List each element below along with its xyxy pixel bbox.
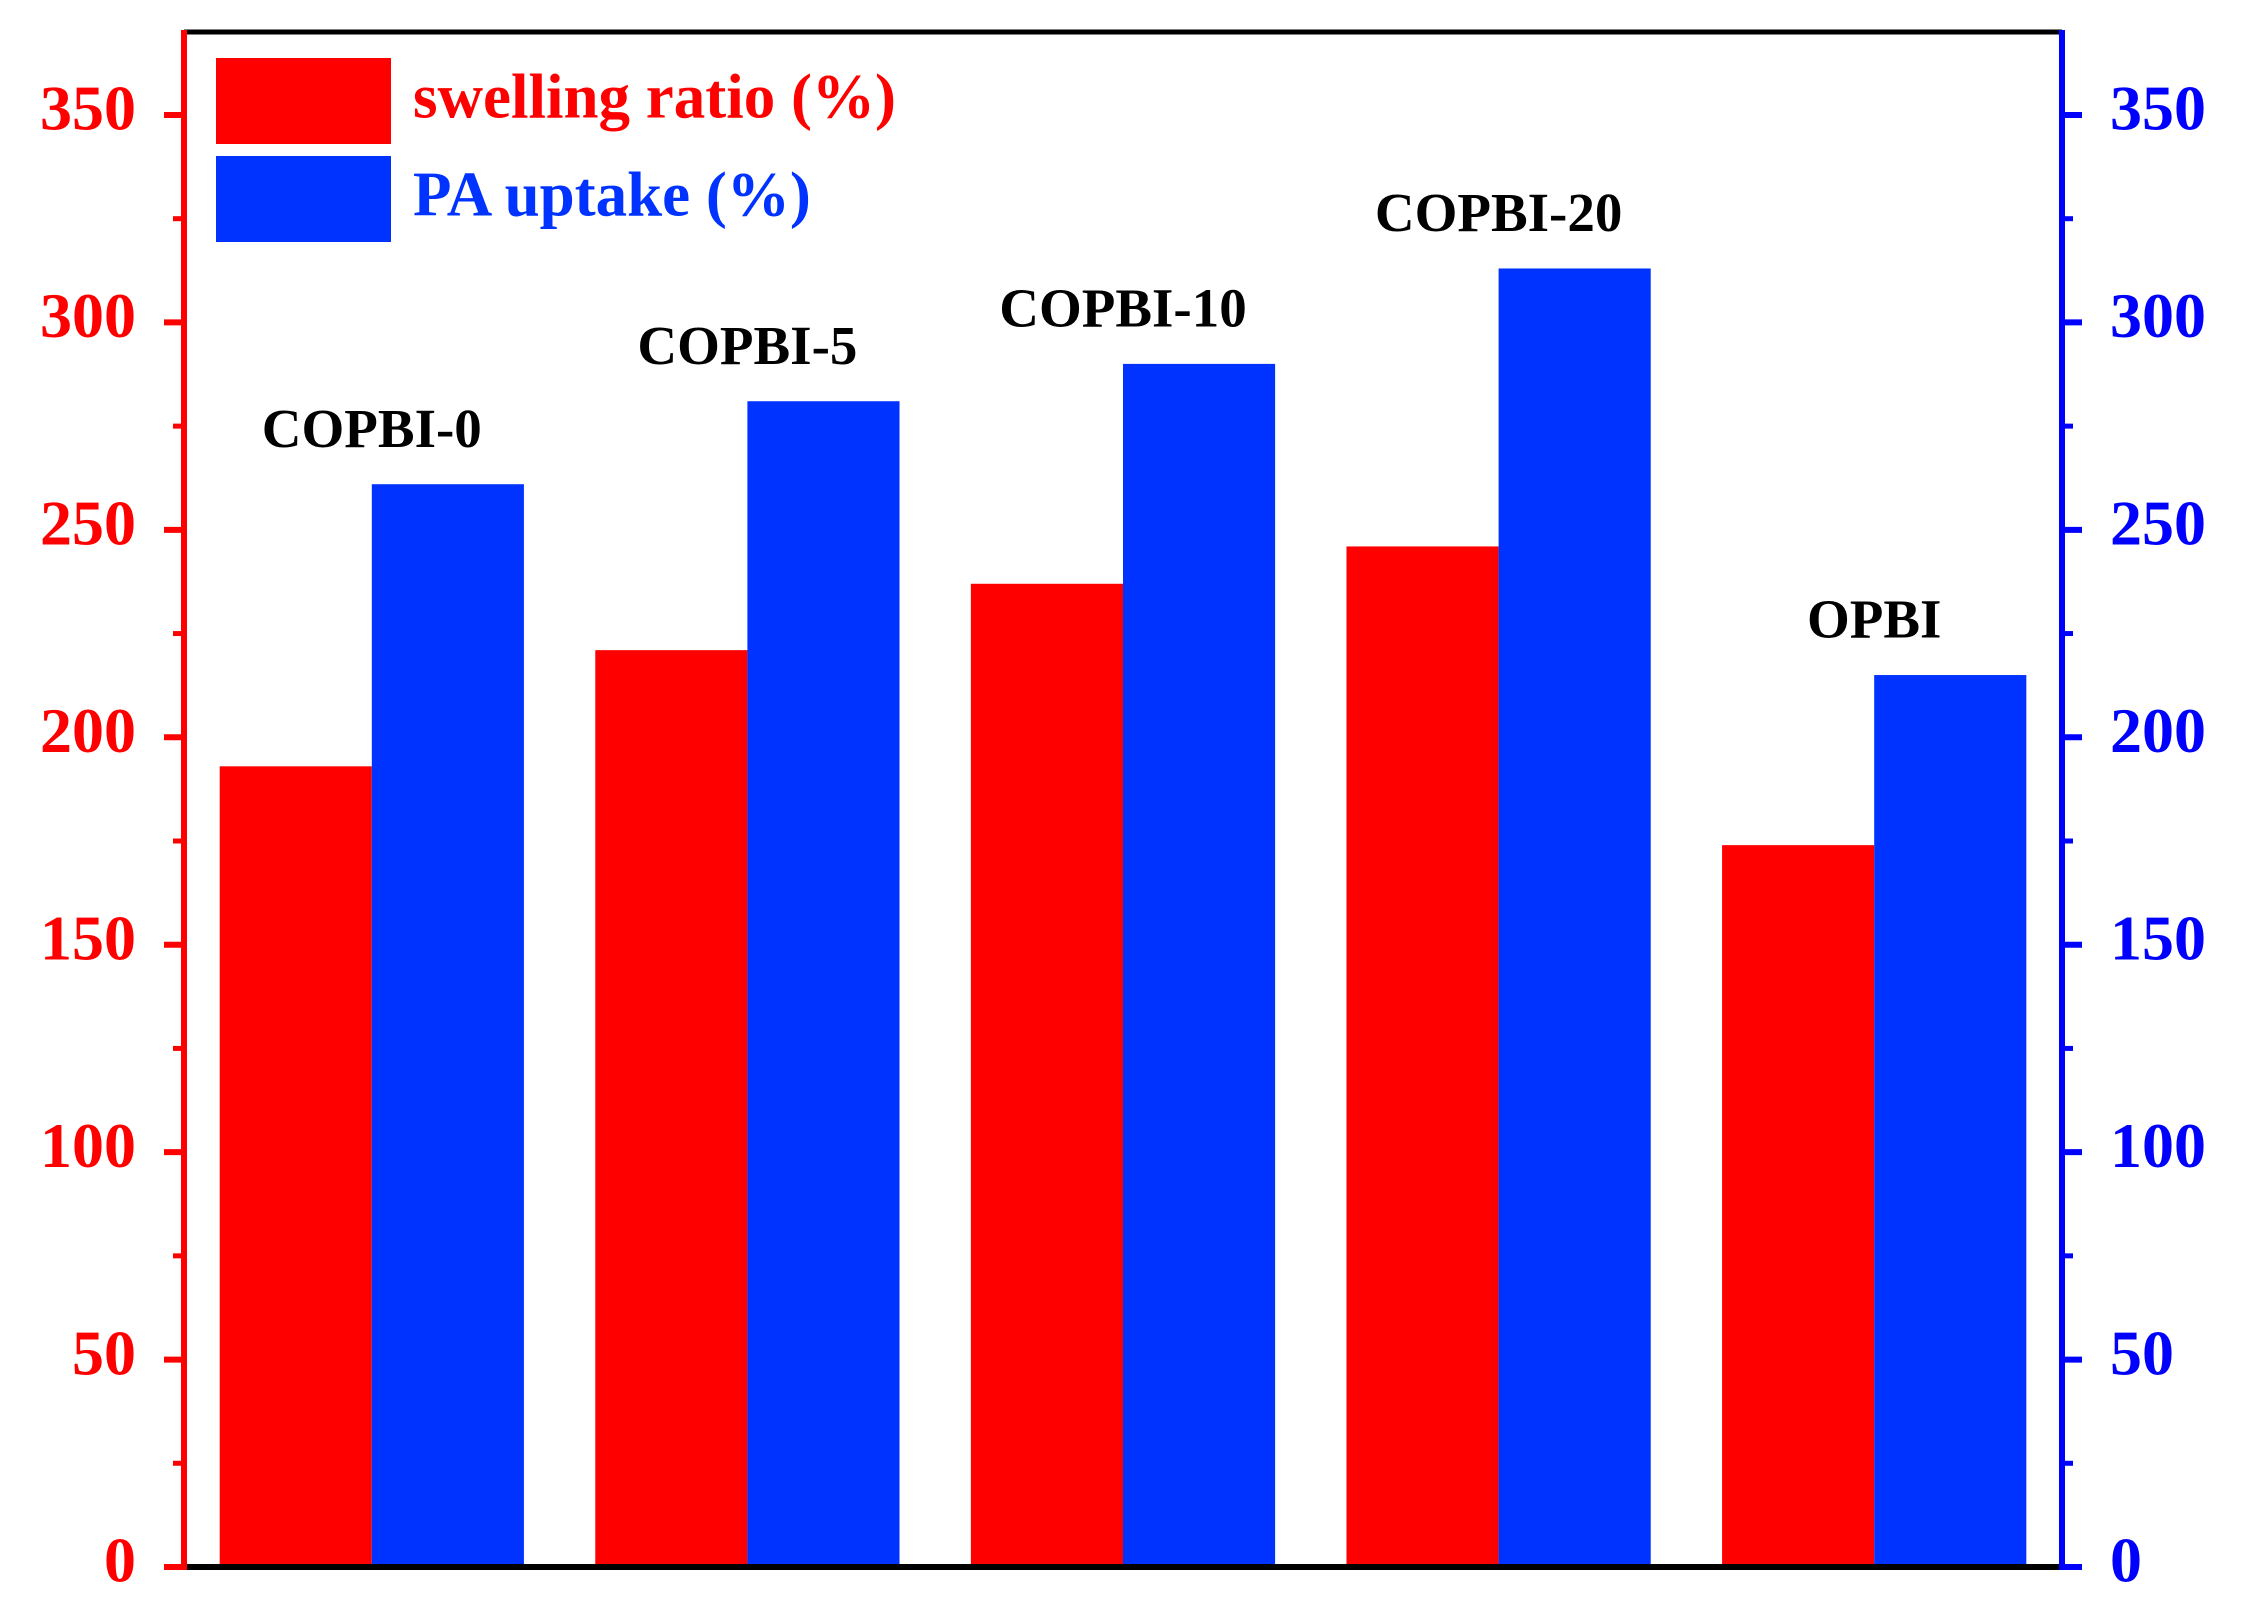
bar — [1498, 268, 1651, 1568]
y-tick-label: 350 — [40, 73, 136, 144]
y2-tick-label: 150 — [2110, 902, 2206, 973]
bar — [219, 766, 372, 1567]
category-label: OPBI — [1807, 589, 1941, 650]
bar — [371, 484, 524, 1568]
y-tick-label: 150 — [40, 902, 136, 973]
category-label: COPBI-10 — [999, 278, 1247, 339]
legend-label: swelling ratio (%) — [413, 61, 896, 131]
bar — [970, 583, 1123, 1567]
category-label: COPBI-5 — [637, 315, 857, 376]
y-tick-label: 0 — [104, 1525, 136, 1596]
bar — [1874, 675, 2027, 1567]
y-tick-label: 300 — [40, 280, 136, 351]
y2-tick-label: 0 — [2110, 1525, 2142, 1596]
y2-tick-label: 50 — [2110, 1317, 2174, 1388]
legend-swatch — [216, 58, 391, 144]
y-tick-label: 200 — [40, 695, 136, 766]
y2-tick-label: 350 — [2110, 73, 2206, 144]
y2-tick-label: 100 — [2110, 1110, 2206, 1181]
category-label: COPBI-20 — [1375, 182, 1623, 243]
y-tick-label: 50 — [72, 1317, 136, 1388]
bar — [1346, 546, 1499, 1567]
bar — [747, 401, 900, 1567]
y-tick-label: 250 — [40, 488, 136, 559]
legend-swatch — [216, 156, 391, 242]
y2-tick-label: 200 — [2110, 695, 2206, 766]
y-tick-label: 100 — [40, 1110, 136, 1181]
bar — [595, 650, 748, 1567]
y2-tick-label: 250 — [2110, 488, 2206, 559]
category-label: COPBI-0 — [262, 398, 482, 459]
y2-tick-label: 300 — [2110, 280, 2206, 351]
bar — [1123, 363, 1276, 1568]
legend-label: PA uptake (%) — [413, 159, 811, 229]
bar — [1722, 845, 1875, 1567]
